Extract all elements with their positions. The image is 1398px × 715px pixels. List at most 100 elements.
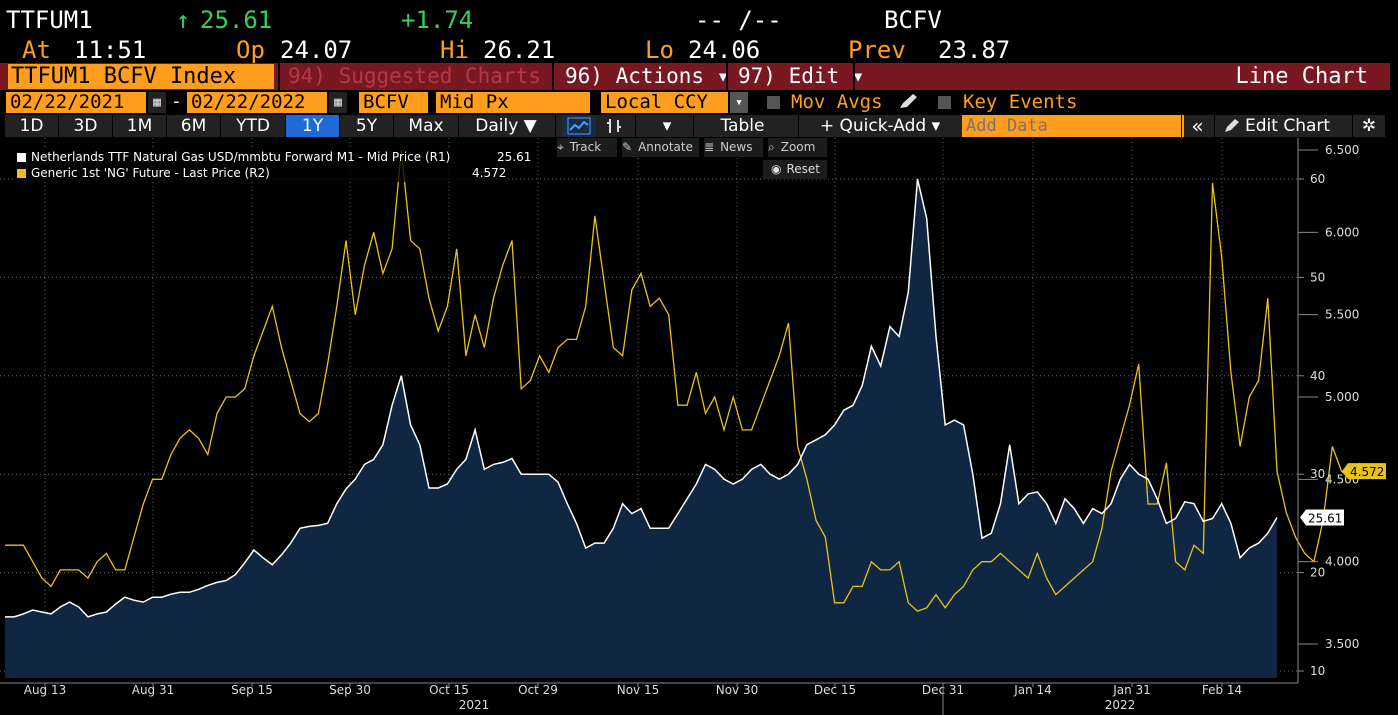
ng-last-value-tag: [1342, 463, 1386, 480]
ng-series-line: [5, 149, 1361, 612]
x-tick-label: Aug 31: [132, 683, 175, 697]
track-button[interactable]: ⌖ Track: [557, 138, 617, 157]
range-5y[interactable]: 5Y: [355, 116, 378, 136]
pricing-source: BCFV: [884, 6, 942, 34]
high-label: Hi: [440, 36, 469, 64]
chart-style-dropdown[interactable]: ▾: [662, 116, 672, 136]
range-max[interactable]: Max: [408, 116, 444, 136]
x-tick-label: Sep 15: [231, 683, 273, 697]
legend-swatch-ttf: [17, 153, 26, 162]
range-6m[interactable]: 6M: [180, 116, 207, 136]
x-tick-label: Sep 30: [329, 683, 371, 697]
ticker: TTFUM1: [6, 6, 93, 34]
calendar-icon-end[interactable]: ▦: [329, 92, 347, 113]
x-tick-label: Oct 15: [429, 683, 469, 697]
x-tick-label: Oct 29: [518, 683, 558, 697]
r1-tick-label: 50: [1310, 270, 1325, 284]
actions-menu[interactable]: 96) Actions ▾: [565, 64, 730, 88]
r2-tick-label: 4.000: [1325, 555, 1359, 569]
legend-label-ng: Generic 1st 'NG' Future - Last Price (R2…: [31, 166, 270, 180]
r1-tick-label: 40: [1310, 369, 1325, 383]
year-label: 2021: [459, 698, 490, 712]
news-button[interactable]: ≣ News: [704, 138, 763, 157]
ttf-last-value-tag: [1300, 509, 1344, 526]
legend-item-ttf[interactable]: Netherlands TTF Natural Gas USD/mmbtu Fo…: [17, 149, 531, 165]
r1-tick-label: 20: [1310, 566, 1325, 580]
zoom-icon: ⌕: [768, 140, 775, 154]
range-1y[interactable]: 1Y: [286, 115, 339, 137]
legend-swatch-ng: [17, 169, 26, 178]
edit-chart-button[interactable]: Edit Chart: [1245, 116, 1331, 136]
prev-label: Prev: [848, 36, 906, 64]
table-button[interactable]: Table: [720, 116, 765, 136]
range-1m[interactable]: 1M: [126, 116, 153, 136]
annotate-icon: ✎: [622, 140, 633, 154]
x-tick-label: Jan 31: [1112, 683, 1151, 697]
quote-time: 11:51: [74, 36, 147, 64]
legend-label-ttf: Netherlands TTF Natural Gas USD/mmbtu Fo…: [31, 150, 451, 164]
key-events-checkbox[interactable]: [938, 96, 951, 109]
pricing-source-field[interactable]: BCFV: [359, 92, 428, 113]
menu-bar: TTFUM1 BCFV Index 94) Suggested Charts 9…: [0, 63, 1390, 90]
x-tick-label: Nov 30: [716, 683, 759, 697]
reset-icon: ◉: [771, 162, 782, 176]
chart-legend: Netherlands TTF Natural Gas USD/mmbtu Fo…: [13, 148, 531, 182]
pencil-icon[interactable]: [897, 93, 919, 111]
frequency-select[interactable]: Daily ▼: [475, 116, 537, 136]
year-label: 2022: [1105, 698, 1136, 712]
currency-dropdown-icon[interactable]: ▾: [730, 92, 748, 113]
r2-tick-label: 6.500: [1325, 143, 1359, 157]
annotate-button[interactable]: ✎ Annotate: [622, 138, 699, 157]
r2-tick-label: 6.000: [1325, 225, 1359, 239]
date-range-dash: -: [171, 91, 182, 112]
r2-tick-label: 5.500: [1325, 308, 1359, 322]
key-events-label[interactable]: Key Events: [963, 91, 1078, 113]
last-price: 25.61: [200, 6, 273, 34]
ttf-area-fill: [5, 179, 1277, 678]
collapse-icon[interactable]: «: [1191, 114, 1204, 138]
price-chart[interactable]: 1020304050603.5004.0004.5005.0005.5006.0…: [0, 138, 1398, 715]
zoom-button[interactable]: ⌕ Zoom: [768, 138, 827, 157]
bar-chart-icon[interactable]: [597, 115, 631, 137]
r1-tick-label: 30: [1310, 467, 1325, 481]
at-label: At: [22, 36, 51, 64]
add-data-input[interactable]: [962, 115, 1184, 137]
r2-tick-label: 3.500: [1325, 637, 1359, 651]
x-tick-label: Jan 14: [1013, 683, 1052, 697]
currency-select[interactable]: Local CCY: [601, 92, 728, 113]
x-tick-label: Aug 13: [24, 683, 67, 697]
ttf-series-line: [5, 178, 1278, 618]
mov-avgs-checkbox[interactable]: [767, 96, 780, 109]
low-label: Lo: [645, 36, 674, 64]
r1-tick-label: 60: [1310, 172, 1325, 186]
r1-tick-label: 10: [1310, 664, 1325, 678]
settings-gear-icon[interactable]: ✲: [1361, 116, 1377, 136]
range-ytd[interactable]: YTD: [236, 116, 270, 136]
edit-menu[interactable]: 97) Edit ▾: [738, 64, 865, 88]
suggested-charts-button[interactable]: 94) Suggested Charts: [288, 64, 541, 88]
quick-add-button[interactable]: + Quick-Add ▾: [819, 116, 941, 136]
chart-type-label: Line Chart: [1235, 64, 1368, 89]
x-tick-label: Feb 14: [1202, 683, 1242, 697]
open-label: Op: [236, 36, 265, 64]
price-change: +1.74: [401, 6, 474, 34]
news-icon: ≣: [704, 140, 715, 154]
end-date-field[interactable]: 02/22/2022: [187, 92, 327, 113]
x-tick-label: Nov 15: [617, 683, 660, 697]
edit-pencil-icon: [1225, 119, 1239, 132]
mov-avgs-label[interactable]: Mov Avgs: [791, 91, 883, 113]
legend-item-ng[interactable]: Generic 1st 'NG' Future - Last Price (R2…: [17, 165, 507, 181]
calendar-icon[interactable]: ▦: [148, 92, 166, 113]
toolbar: 1D 3D 1M 6M YTD 1Y 5Y Max Daily ▼ ▾ Tabl…: [5, 115, 1385, 137]
security-title[interactable]: TTFUM1 BCFV Index: [8, 64, 274, 89]
reset-button[interactable]: ◉ Reset: [763, 160, 827, 179]
field-select[interactable]: Mid Px: [436, 92, 590, 113]
start-date-field[interactable]: 02/22/2021: [6, 92, 146, 113]
range-1d[interactable]: 1D: [19, 116, 44, 136]
range-3d[interactable]: 3D: [73, 116, 98, 136]
crosshair-icon: ⌖: [557, 140, 564, 154]
legend-value-ttf: 25.61: [497, 150, 532, 164]
line-chart-icon[interactable]: [562, 115, 596, 137]
prev-value: 23.87: [938, 36, 1011, 64]
up-arrow-icon: ↑: [176, 6, 191, 34]
